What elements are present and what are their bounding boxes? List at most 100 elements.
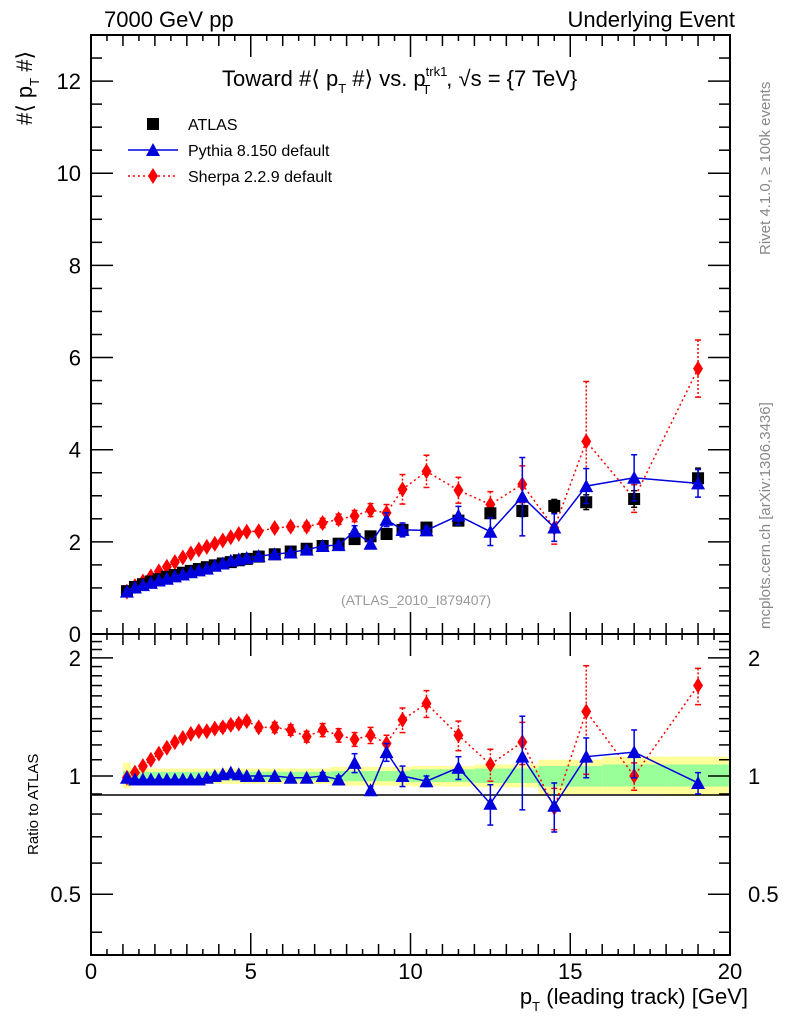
sherpa-ratio-point — [453, 727, 464, 744]
x-tick-label: 10 — [398, 959, 422, 984]
legend-label: Sherpa 2.2.9 default — [188, 169, 333, 186]
sherpa-point — [253, 523, 264, 540]
pythia-ratio-point — [483, 796, 498, 810]
sherpa-point — [485, 496, 496, 513]
pythia-ratio-point — [627, 745, 642, 759]
pythia-point — [419, 523, 434, 537]
sherpa-point — [193, 541, 204, 558]
legend-marker-square-icon — [147, 118, 159, 130]
pythia-point — [379, 512, 394, 526]
legend: ATLAS Pythia 8.150 default Sherpa 2.2.9 de… — [128, 117, 333, 186]
sherpa-ratio-line — [126, 685, 699, 810]
sherpa-ratio-point — [201, 723, 212, 740]
sherpa-point — [217, 532, 228, 549]
sherpa-ratio-point — [233, 715, 244, 732]
pythia-ratio-point — [231, 767, 246, 781]
sherpa-point — [317, 514, 328, 531]
sherpa-point — [693, 360, 704, 377]
ratio-y-tick-label: 1 — [69, 764, 81, 789]
pythia-point — [547, 520, 562, 534]
pythia-point — [267, 547, 282, 561]
sherpa-point — [333, 511, 344, 528]
title-sub2: T — [422, 82, 430, 97]
pythia-ratio-point — [267, 769, 282, 783]
main-frame — [90, 34, 731, 635]
sherpa-ratio-point — [349, 731, 360, 748]
y-tick-label: 2 — [69, 530, 81, 555]
x-tick-label: 15 — [558, 959, 582, 984]
sherpa-ratio-point — [253, 719, 264, 736]
pythia-point — [283, 545, 298, 559]
pythia-point — [347, 524, 362, 538]
sherpa-ratio-point — [317, 721, 328, 738]
pythia-point — [315, 538, 330, 552]
sherpa-ratio-point — [153, 745, 164, 762]
x-axis-label: pT (leading track) [GeV] — [520, 984, 748, 1014]
pythia-point — [331, 538, 346, 552]
pythia-point — [579, 479, 594, 493]
ratio-y-tick-label: 2 — [69, 646, 81, 671]
pythia-ratio-point — [119, 770, 134, 784]
sherpa-ratio-point — [161, 739, 172, 756]
pythia-ratio-point — [347, 755, 362, 769]
pythia-ratio-point — [239, 769, 254, 783]
legend-item: Sherpa 2.2.9 default — [128, 168, 333, 186]
sherpa-ratio-point — [581, 703, 592, 720]
uncertainty-band-inner — [330, 770, 411, 782]
sherpa-ratio-series — [121, 664, 704, 831]
x-tick-label: 5 — [245, 959, 257, 984]
pythia-ratio-point — [691, 775, 706, 789]
header-left-label: 7000 GeV pp — [104, 7, 234, 32]
chart-watermark: (ATLAS_2010_I879407) — [341, 592, 491, 608]
sherpa-ratio-point — [241, 713, 252, 730]
sherpa-ratio-point — [333, 727, 344, 744]
pythia-ratio-point — [379, 745, 394, 759]
sherpa-ratio-point — [145, 751, 156, 768]
pythia-point — [239, 550, 254, 564]
sherpa-point — [269, 520, 280, 537]
pythia-point — [515, 489, 530, 503]
pythia-ratio-point — [395, 769, 410, 783]
xlabel-post: (leading track) [GeV] — [540, 984, 748, 1009]
atlas-series — [120, 467, 705, 598]
ratio-y-tick-label-right: 0.5 — [748, 882, 779, 907]
title-mid: #⟩ vs. p — [346, 66, 426, 91]
sherpa-ratio-point — [269, 719, 280, 736]
pythia-ratio-point — [547, 798, 562, 812]
ratio-y-tick-label-right: 2 — [748, 646, 760, 671]
pythia-series — [119, 454, 706, 598]
legend-label: Pythia 8.150 default — [188, 143, 330, 160]
sherpa-point — [201, 538, 212, 555]
sherpa-ratio-point — [185, 725, 196, 742]
sherpa-ratio-point — [285, 721, 296, 738]
title-post: , √s = {7 TeV} — [446, 66, 577, 91]
atlas-point — [548, 499, 561, 512]
y-tick-label: 0 — [69, 622, 81, 647]
legend-label: ATLAS — [188, 117, 238, 134]
ratio-y-tick-label: 0.5 — [50, 882, 81, 907]
pythia-point — [627, 470, 642, 484]
legend-marker-diamond-icon — [148, 168, 158, 184]
legend-marker-triangle-icon — [146, 143, 160, 156]
sherpa-ratio-point — [485, 756, 496, 773]
pythia-point — [363, 536, 378, 550]
sherpa-ratio-point — [193, 723, 204, 740]
xlabel-sub: T — [532, 999, 540, 1014]
title-sup2: trk1 — [426, 64, 448, 79]
y-tick-label: 4 — [69, 438, 81, 463]
y-tick-label: 10 — [57, 161, 81, 186]
pythia-ratio-line — [126, 750, 699, 808]
x-tick-label: 0 — [85, 959, 97, 984]
sherpa-point — [285, 518, 296, 535]
atlas-point — [380, 528, 393, 541]
sherpa-point — [301, 518, 312, 535]
pythia-ratio-point — [419, 774, 434, 788]
pythia-point — [451, 508, 466, 522]
pythia-ratio-point — [283, 770, 298, 784]
pythia-point — [251, 549, 266, 563]
sherpa-ratio-point — [169, 734, 180, 751]
sherpa-point — [233, 526, 244, 543]
sherpa-ratio-point — [217, 719, 228, 736]
pythia-ratio-point — [331, 772, 346, 786]
xlabel-pre: p — [520, 984, 532, 1009]
